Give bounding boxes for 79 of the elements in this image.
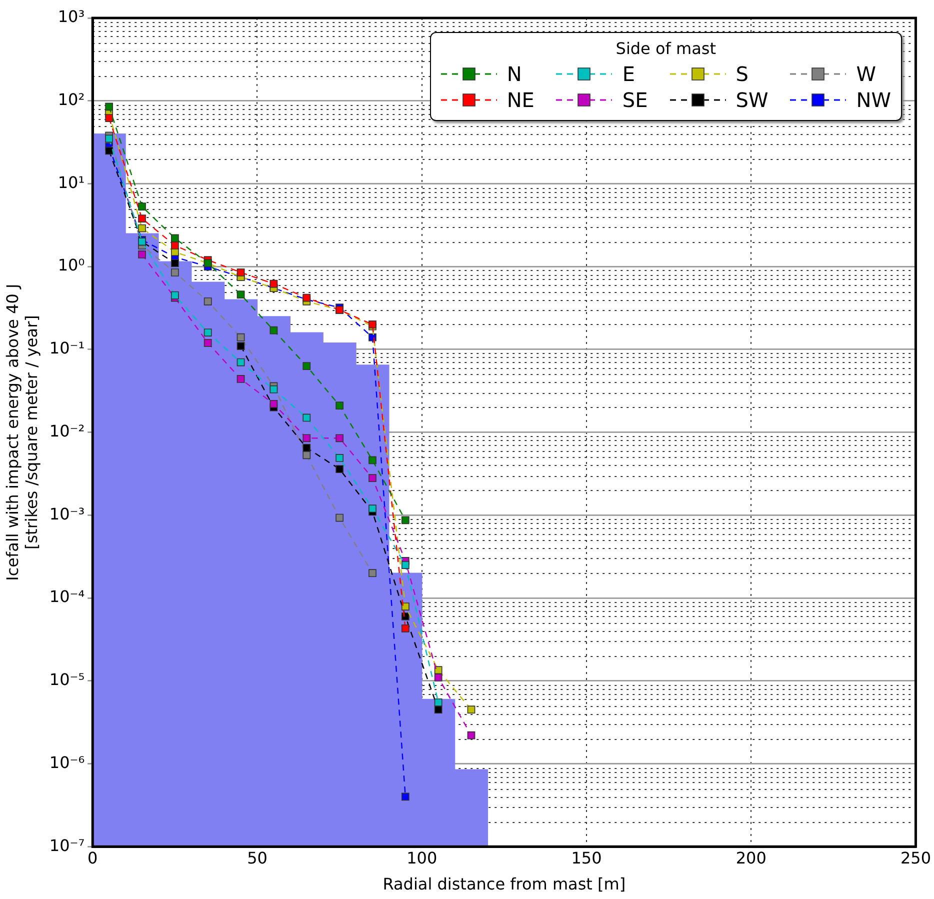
legend-label: NE: [506, 88, 534, 112]
legend-label: W: [856, 62, 876, 86]
point: [105, 146, 114, 155]
y-tick-label: 10¹: [58, 172, 85, 192]
legend-title: Side of mast: [614, 39, 717, 58]
legend-label: SE: [622, 88, 648, 112]
point: [434, 666, 442, 674]
x-tick-label: 100: [406, 848, 438, 868]
y-tick-label: 10⁻⁶: [49, 752, 85, 772]
point: [270, 385, 278, 394]
point: [401, 516, 410, 524]
y-tick-label: 10²: [58, 90, 85, 110]
point: [401, 792, 410, 801]
point: [170, 234, 179, 242]
point: [236, 342, 245, 350]
legend-label: SW: [736, 88, 768, 112]
point: [138, 224, 146, 232]
point: [236, 333, 245, 342]
point: [204, 328, 212, 336]
point: [170, 241, 179, 250]
point: [270, 326, 278, 334]
point: [401, 602, 410, 610]
point: [434, 706, 442, 714]
point: [336, 465, 344, 473]
legend-label: NW: [856, 88, 891, 112]
legend-label: N: [506, 62, 522, 86]
point: [336, 514, 344, 522]
point: [105, 114, 114, 122]
y-tick-label: 10⁻⁷: [49, 836, 85, 855]
point: [302, 444, 311, 452]
point: [467, 706, 476, 714]
x-axis-title: Radial distance from mast [m]: [382, 874, 626, 894]
point: [138, 202, 146, 210]
point: [434, 698, 442, 706]
point: [170, 268, 179, 276]
y-tick-label: 10⁻⁴: [49, 587, 85, 606]
y-tick-label: 10⁻³: [49, 504, 85, 524]
legend-label: E: [622, 62, 636, 86]
point: [368, 569, 376, 578]
point: [105, 102, 114, 111]
x-tick-label: 200: [736, 848, 766, 868]
point: [368, 456, 376, 464]
x-tick-label: 0: [88, 848, 98, 868]
point: [302, 434, 311, 442]
y-axis-title: Icefall with impact energy above 40 J [strikes /square meter / year]: [2, 284, 41, 581]
point: [236, 375, 245, 383]
point: [467, 731, 476, 740]
point: [401, 561, 410, 569]
legend-label: S: [736, 62, 748, 86]
y-tick-label: 10⁻²: [49, 421, 85, 440]
point: [105, 134, 114, 143]
point: [236, 290, 245, 298]
point: [336, 402, 344, 410]
point: [434, 674, 442, 682]
point: [170, 291, 179, 300]
point: [401, 624, 410, 632]
y-tick-label: 10⁻⁵: [49, 670, 85, 690]
point: [236, 268, 245, 276]
point: [302, 362, 311, 370]
point: [138, 250, 146, 258]
point: [170, 259, 179, 268]
point: [302, 414, 311, 422]
x-tick-label: 250: [900, 848, 932, 868]
y-tick-label: 10⁻¹: [49, 338, 85, 358]
y-tick-label: 10⁰: [58, 256, 85, 275]
point: [368, 474, 376, 482]
point: [336, 454, 344, 462]
x-tick-label: 50: [247, 848, 268, 868]
point: [270, 280, 278, 288]
point: [204, 297, 212, 306]
point: [368, 504, 376, 513]
y-tick-label: 10³: [58, 7, 85, 26]
point: [270, 400, 278, 408]
point: [336, 434, 344, 442]
point: [302, 451, 311, 460]
point: [204, 338, 212, 347]
point: [236, 358, 245, 366]
point: [138, 214, 146, 222]
x-tick-label: 150: [571, 848, 602, 868]
